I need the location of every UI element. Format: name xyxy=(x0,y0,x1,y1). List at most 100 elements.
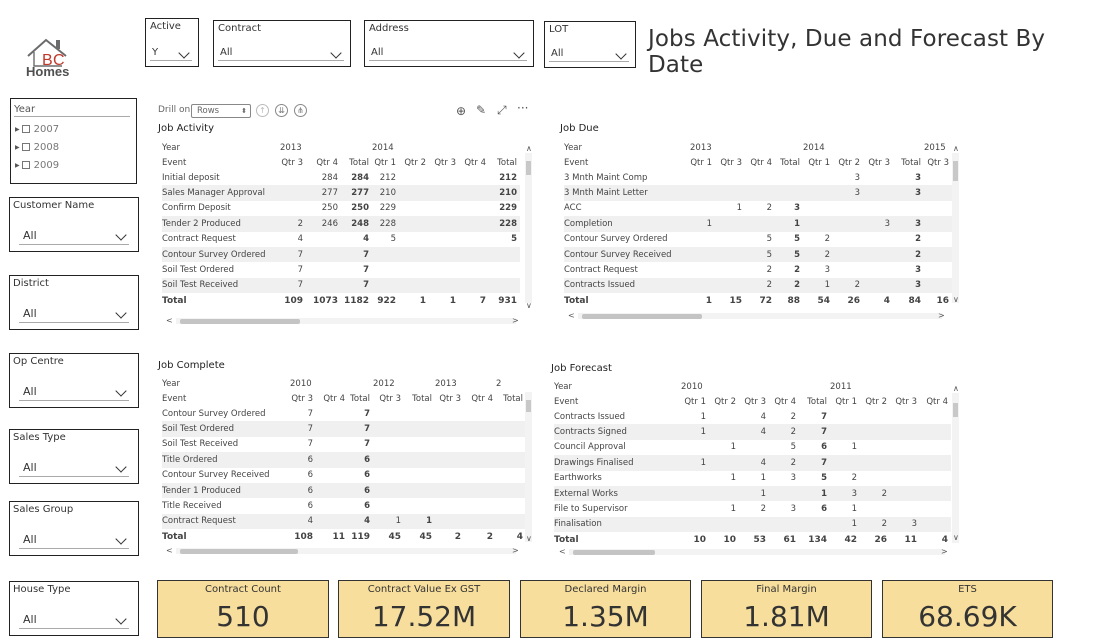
table-row[interactable]: Initial deposit 284 284 212 212 xyxy=(162,170,520,185)
quarter-col-header[interactable]: Total xyxy=(503,393,523,404)
customer-name-slicer[interactable]: Customer Name All xyxy=(9,197,139,252)
expand-icon[interactable]: ▶ xyxy=(15,125,20,133)
focus-mode-icon[interactable]: ⤢ xyxy=(497,103,507,117)
slicer-dropdown[interactable]: All xyxy=(19,529,129,549)
table-row[interactable]: 3 Mnth Maint Comp 3 3 xyxy=(564,170,952,185)
district-slicer[interactable]: District All xyxy=(9,275,139,330)
year-header[interactable]: 2013 xyxy=(690,142,712,153)
table-row[interactable]: ACC 1 2 3 xyxy=(564,201,952,216)
table-row[interactable]: Drawings Finalised 1 4 2 7 xyxy=(554,455,951,471)
table-row[interactable]: Contour Survey Ordered 5 5 2 2 xyxy=(564,232,952,247)
year-item[interactable]: ▶ 2009 xyxy=(15,160,59,171)
quarter-col-header[interactable]: Qtr 4 xyxy=(471,393,493,404)
scroll-right-icon[interactable]: > xyxy=(512,546,519,555)
year-header[interactable]: 2 xyxy=(496,378,502,389)
quarter-col-header[interactable]: Qtr 1 xyxy=(684,396,706,407)
quarter-col-header[interactable]: Qtr 3 xyxy=(868,157,890,168)
scroll-up-icon[interactable]: ∧ xyxy=(953,384,959,393)
slicer-dropdown[interactable]: All xyxy=(19,381,129,401)
quarter-col-header[interactable]: Total xyxy=(780,157,800,168)
year-header[interactable]: 2010 xyxy=(290,378,312,389)
op-centre-slicer[interactable]: Op Centre All xyxy=(9,353,139,408)
address-slicer[interactable]: Address All xyxy=(364,20,534,67)
vertical-scrollbar[interactable] xyxy=(525,392,532,542)
table-row[interactable]: Sales Manager Approval 277 277 210 210 xyxy=(162,185,520,201)
quarter-col-header[interactable]: Qtr 3 xyxy=(379,393,401,404)
table-row[interactable]: 3 Mnth Maint Letter 3 3 xyxy=(564,185,952,201)
expand-all-icon[interactable]: ⋔ xyxy=(294,104,307,117)
quarter-col-header[interactable]: Qtr 4 xyxy=(750,157,772,168)
scroll-down-icon[interactable]: ∨ xyxy=(953,533,959,542)
table-row[interactable]: Contour Survey Received 5 5 2 2 xyxy=(564,246,952,263)
drill-up-icon[interactable]: ↑ xyxy=(256,104,269,117)
expand-next-level-icon[interactable]: ⇊ xyxy=(275,104,288,117)
scroll-down-icon[interactable]: ∨ xyxy=(526,301,532,310)
lot-dropdown[interactable]: All xyxy=(549,44,629,62)
quarter-col-header[interactable]: Qtr 4 xyxy=(464,157,486,168)
table-row[interactable]: External Works 1 1 3 2 xyxy=(554,485,951,502)
scroll-left-icon[interactable]: < xyxy=(166,546,173,555)
slicer-dropdown[interactable]: All xyxy=(19,225,129,245)
quarter-col-header[interactable]: Qtr 3 xyxy=(895,396,917,407)
quarter-col-header[interactable]: Total xyxy=(901,157,921,168)
scroll-down-icon[interactable]: ∨ xyxy=(526,534,532,543)
quarter-col-header[interactable]: Qtr 1 xyxy=(690,157,712,168)
vertical-scrollbar[interactable] xyxy=(525,153,532,303)
checkbox[interactable] xyxy=(21,143,30,151)
year-item[interactable]: ▶ 2008 xyxy=(15,142,59,153)
event-col-header[interactable]: Event xyxy=(554,396,579,407)
horizontal-scrollbar[interactable] xyxy=(176,548,516,554)
table-row[interactable]: Title Received 6 6 xyxy=(162,498,526,513)
event-col-header[interactable]: Event xyxy=(564,157,589,168)
table-row[interactable]: Contract Request 4 4 1 1 xyxy=(162,513,526,530)
year-header[interactable]: 2014 xyxy=(803,142,825,153)
table-row[interactable]: Tender 2 Produced 2 246 248 228 228 xyxy=(162,216,520,232)
table-row[interactable]: Completion 1 1 3 3 xyxy=(564,216,952,232)
event-col-header[interactable]: Event xyxy=(162,393,187,404)
table-row[interactable]: Soil Test Ordered 7 7 xyxy=(162,421,526,437)
table-row[interactable]: Title Ordered 6 6 xyxy=(162,452,526,468)
quarter-col-header[interactable]: Qtr 1 xyxy=(374,157,396,168)
scroll-left-icon[interactable]: < xyxy=(559,547,566,556)
table-row[interactable]: Soil Test Received 7 7 xyxy=(162,277,520,294)
quarter-col-header[interactable]: Total xyxy=(350,393,370,404)
quarter-col-header[interactable]: Qtr 2 xyxy=(838,157,860,168)
year-header[interactable]: 2015 xyxy=(924,142,946,153)
year-header[interactable]: 2013 xyxy=(435,378,457,389)
table-row[interactable]: Tender 1 Produced 6 6 xyxy=(162,482,526,499)
quarter-col-header[interactable]: Qtr 3 xyxy=(439,393,461,404)
expand-icon[interactable]: ▶ xyxy=(15,143,20,151)
scroll-left-icon[interactable]: < xyxy=(568,311,575,320)
active-dropdown[interactable]: Y xyxy=(150,43,192,61)
event-col-header[interactable]: Event xyxy=(162,157,187,168)
table-row[interactable]: File to Supervisor 1 2 3 6 1 xyxy=(554,501,951,516)
contract-dropdown[interactable]: All xyxy=(218,43,344,61)
quarter-col-header[interactable]: Qtr 2 xyxy=(865,396,887,407)
table-row[interactable]: Contracts Issued 1 4 2 7 xyxy=(554,409,951,424)
quarter-col-header[interactable]: Qtr 4 xyxy=(926,396,948,407)
drill-select[interactable]: Rows ⬍ xyxy=(191,104,251,118)
slicer-dropdown[interactable]: All xyxy=(19,303,129,323)
checkbox[interactable] xyxy=(21,161,30,169)
drill-down-icon[interactable]: ⊕ xyxy=(456,104,467,118)
pin-icon[interactable]: ✎ xyxy=(476,103,487,117)
scroll-up-icon[interactable]: ∧ xyxy=(953,144,959,153)
quarter-col-header[interactable]: Qtr 3 xyxy=(927,157,949,168)
vertical-scrollbar[interactable] xyxy=(952,153,959,303)
table-row[interactable]: Contour Survey Ordered 7 7 xyxy=(162,246,520,263)
address-dropdown[interactable]: All xyxy=(369,43,527,61)
table-row[interactable]: Contract Request 2 2 3 3 xyxy=(564,262,952,277)
quarter-col-header[interactable]: Qtr 1 xyxy=(808,157,830,168)
quarter-col-header[interactable]: Total xyxy=(412,393,432,404)
quarter-col-header[interactable]: Qtr 3 xyxy=(720,157,742,168)
table-row[interactable]: Confirm Deposit 250 250 229 229 xyxy=(162,201,520,216)
active-slicer[interactable]: Active Y xyxy=(145,18,199,67)
quarter-col-header[interactable]: Total xyxy=(497,157,517,168)
table-row[interactable]: Contract Request 4 4 5 5 xyxy=(162,232,520,247)
table-row[interactable]: Soil Test Received 7 7 xyxy=(162,437,526,452)
slicer-dropdown[interactable]: All xyxy=(19,457,129,477)
table-row[interactable]: Soil Test Ordered 7 7 xyxy=(162,262,520,277)
horizontal-scrollbar[interactable] xyxy=(578,313,942,319)
year-header[interactable]: 2010 xyxy=(681,381,703,392)
table-row[interactable]: Contracts Issued 2 2 1 2 3 xyxy=(564,277,952,294)
